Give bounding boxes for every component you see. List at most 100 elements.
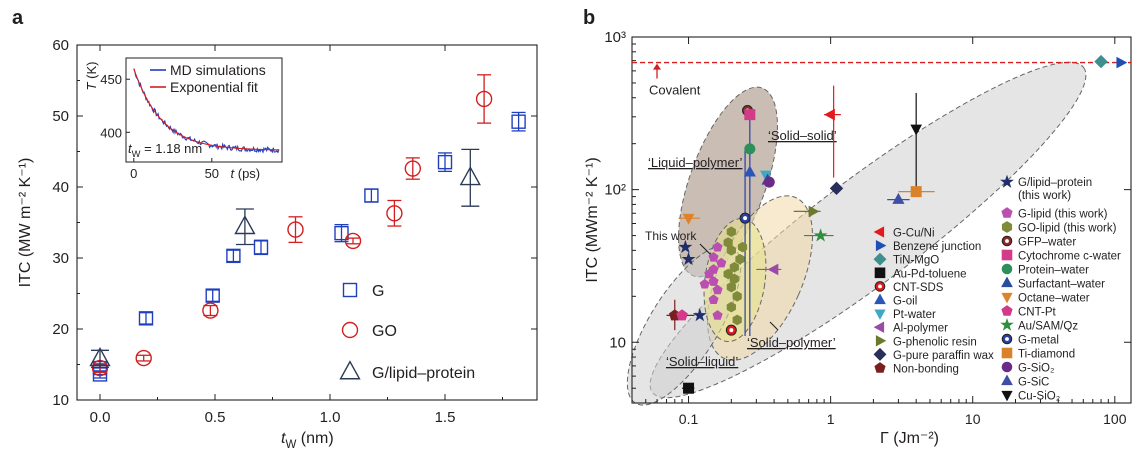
y-tick-label-b: 10³ xyxy=(604,29,626,46)
data-point-g-lipid-protein xyxy=(681,251,696,266)
data-point-g-lipid xyxy=(712,310,723,320)
data-point-go-lipid xyxy=(732,314,742,326)
y-axis-title-a: ITC (MW m⁻² K⁻¹) xyxy=(17,158,34,288)
legend-marker-b xyxy=(1001,207,1013,218)
x-tick-label-b: 1 xyxy=(827,411,835,427)
legend-label-b: G-oil xyxy=(893,296,917,308)
legend-label-b: GO-lipid (this work) xyxy=(1018,223,1117,235)
legend-label-b: TiN-MgO xyxy=(893,255,939,267)
legend-marker-b xyxy=(1001,390,1013,402)
legend-marker-b xyxy=(1001,276,1013,288)
legend-label-a: G xyxy=(372,283,384,300)
inset-annotation-main: t xyxy=(128,141,133,156)
data-point-g-lipid-protein xyxy=(692,308,707,322)
legend-label-b: GFP–water xyxy=(1018,237,1076,249)
legend-marker-b xyxy=(1001,374,1013,386)
legend-label-b: Ti-diamond xyxy=(1018,349,1075,361)
covalent-label: Covalent xyxy=(649,83,701,98)
data-point-circle xyxy=(386,205,403,222)
panel-label-b: b xyxy=(583,7,595,29)
data-point-go-lipid xyxy=(737,241,748,253)
data-point-go-lipid xyxy=(729,261,739,273)
legend-label-b: Non-bonding xyxy=(893,364,959,376)
legend-marker-b xyxy=(1001,221,1013,233)
legend-label-b: Cu-SiO₂ xyxy=(1018,391,1060,403)
legend-label-b: CNT-SDS xyxy=(893,282,944,294)
legend-marker-a xyxy=(341,321,359,339)
x-tick-label-b: 0.1 xyxy=(679,411,699,427)
y-tick-label-a: 60 xyxy=(52,37,69,54)
legend-marker-b xyxy=(1000,174,1014,188)
inset-y-axis-title: T (K) xyxy=(84,62,99,91)
inset-y-tick-label: 400 xyxy=(100,125,122,140)
data-point-al-polymer xyxy=(767,263,779,276)
legend-marker-b-inner xyxy=(1005,239,1009,243)
inset-x-axis-title-main: t xyxy=(231,166,236,181)
plot-b-frame xyxy=(631,36,1132,404)
data-point-cytochrome-c-water xyxy=(744,109,756,121)
region-label-liquid-polymer: ‘Liquid–polymer’ xyxy=(648,155,743,170)
inset-annotation: tW = 1.18 nm xyxy=(128,141,202,159)
data-point-circle xyxy=(202,302,219,319)
legend-marker-b xyxy=(874,362,886,373)
legend-marker-a xyxy=(342,282,358,298)
legend-marker-b xyxy=(1001,333,1013,345)
legend-label-b: Au/SAM/Qz xyxy=(1018,321,1078,333)
data-point-g-oil xyxy=(743,165,756,177)
y-tick-label-a: 20 xyxy=(52,321,69,338)
data-point-square xyxy=(205,288,220,303)
legend-marker-b xyxy=(1001,361,1013,373)
data-point-square xyxy=(364,188,379,203)
region-label-this-work: This work xyxy=(645,229,697,243)
legend-marker-b xyxy=(1000,317,1014,331)
data-point-g-pure-paraffin-wax xyxy=(829,181,844,196)
data-point-circle xyxy=(344,232,362,250)
y-tick-label-a: 30 xyxy=(52,250,69,267)
data-point-protein-water xyxy=(744,143,756,155)
data-point-go-lipid xyxy=(726,226,736,238)
legend-label-b: G-SiO₂ xyxy=(1018,363,1054,375)
data-point-g-cu-ni xyxy=(824,108,835,121)
data-point-square xyxy=(437,154,453,170)
legend-label-a: GO xyxy=(372,323,397,340)
data-point-circle xyxy=(404,160,421,177)
x-tick-label-b: 100 xyxy=(1103,411,1127,427)
legend-label-b: Pt-water xyxy=(893,309,936,321)
region-label-solid-polymer: ‘Solid–polymer’ xyxy=(747,335,836,350)
data-point-square xyxy=(334,225,349,241)
data-point-go-lipid xyxy=(735,253,745,265)
panel-label-a: a xyxy=(12,7,24,29)
legend-marker-b xyxy=(1001,263,1013,275)
data-point-g-lipid xyxy=(712,284,723,295)
inset-x-tick-label: 0 xyxy=(130,166,137,181)
data-point-go-lipid xyxy=(723,268,733,280)
inset-fit-curve xyxy=(133,68,279,151)
inset-md-curve xyxy=(133,68,280,154)
inset-legend-fit: Exponential fit xyxy=(170,79,258,95)
data-point-go-lipid xyxy=(726,281,736,293)
data-point-au-sam-qz xyxy=(813,228,828,242)
x-tick-label-a: 0.0 xyxy=(90,409,111,426)
legend-label-b: Surfactant–water xyxy=(1018,279,1105,291)
data-point-g-phenolic-resin xyxy=(808,205,820,218)
data-point-au-pd-toluene xyxy=(683,382,695,394)
inset-annotation-sub: W xyxy=(132,149,141,159)
y-tick-label-b: 10 xyxy=(609,334,626,351)
data-point-triangle xyxy=(459,165,481,186)
data-point-square xyxy=(253,240,269,255)
legend-label-b: Al-polymer xyxy=(893,323,948,335)
region-label-solid-liquid: ‘Solid–liquid’ xyxy=(666,354,738,369)
region-label-solid-solid: ‘Solid–solid’ xyxy=(768,128,837,143)
legend-marker-a xyxy=(339,360,361,380)
legend-marker-b xyxy=(873,321,885,333)
data-point-g-sic xyxy=(892,192,905,204)
legend-label-b: CNT-Pt xyxy=(1018,307,1057,319)
legend-label-b: G-Cu/Ni xyxy=(893,228,935,240)
solid-polymer-pointer xyxy=(769,321,779,331)
data-point-octane-water xyxy=(682,213,695,225)
x-axis-title-a-sub: W xyxy=(285,439,296,451)
inset-x-tick-label: 50 xyxy=(205,166,219,181)
inset-x-axis-title: t (ps) xyxy=(231,166,261,181)
legend-marker-b xyxy=(873,252,887,266)
